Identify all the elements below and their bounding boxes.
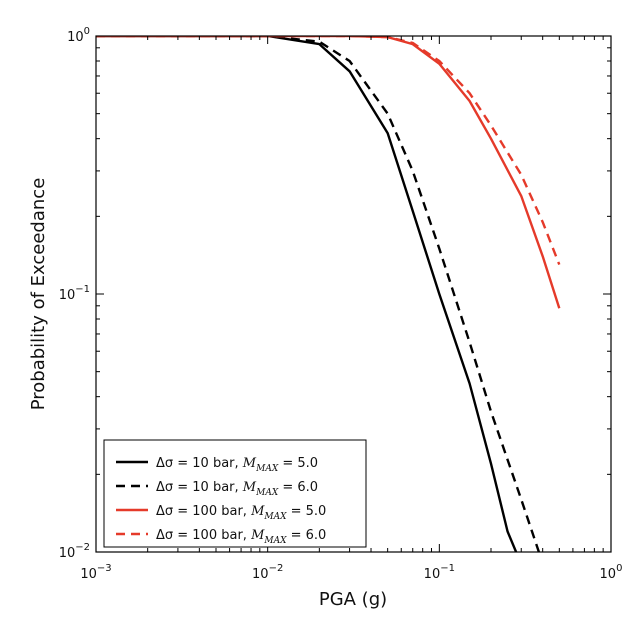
legend-box — [103, 439, 367, 548]
legend: Δσ = 10 bar, MMAX = 5.0 Δσ = 10 bar, MMAX… — [103, 439, 367, 548]
legend-items: Δσ = 10 bar, MMAX = 5.0 Δσ = 10 bar, MMAX… — [116, 456, 326, 546]
x-axis-title: PGA (g) — [319, 589, 387, 610]
x-tick-label: 10−3 — [80, 563, 111, 582]
ticks-layer: 10−3 10−2 10−1 100 10−2 10−1 100 — [59, 26, 623, 582]
series-line-1 — [96, 36, 518, 552]
series-line-3 — [96, 36, 561, 309]
x-tick-label: 10−1 — [424, 563, 455, 582]
x-tick-label: 100 — [600, 563, 623, 582]
legend-label-2: Δσ = 10 bar, MMAX = 6.0 — [156, 480, 318, 498]
y-tick-label: 100 — [67, 26, 90, 45]
series-line-4 — [96, 36, 561, 266]
y-tick-label: 10−2 — [59, 542, 90, 561]
legend-label-1: Δσ = 10 bar, MMAX = 5.0 — [156, 456, 318, 474]
y-tick-label: 10−1 — [59, 284, 90, 303]
x-tick-label: 10−2 — [252, 563, 283, 582]
y-axis-title: Probability of Exceedance — [28, 178, 49, 411]
legend-label-4: Δσ = 100 bar, MMAX = 6.0 — [156, 528, 326, 546]
legend-label-3: Δσ = 100 bar, MMAX = 5.0 — [156, 504, 326, 522]
